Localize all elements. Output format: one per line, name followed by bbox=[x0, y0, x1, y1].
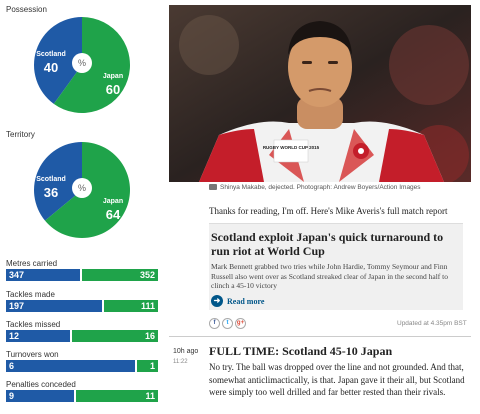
turnovers-won-japan: 1 bbox=[137, 360, 158, 372]
arrow-right-icon: ➜ bbox=[211, 295, 223, 307]
tackles-missed-bar: 12 16 bbox=[6, 330, 158, 342]
territory-japan-value: 64 bbox=[105, 207, 121, 222]
territory-japan-team: Japan bbox=[102, 198, 124, 205]
tackles-made-label: Tackles made bbox=[6, 290, 55, 299]
territory-scotland-slice bbox=[33, 142, 82, 221]
player-photo-illustration: RUGBY WORLD CUP 2015 bbox=[169, 5, 471, 182]
twitter-share-icon[interactable]: t bbox=[222, 318, 233, 329]
tackles-made-scotland: 197 bbox=[6, 300, 102, 312]
tackles-missed-scotland: 12 bbox=[6, 330, 70, 342]
penalties-conceded-japan: 11 bbox=[76, 390, 158, 402]
tackles-made-japan: 111 bbox=[104, 300, 158, 312]
google-plus-share-icon[interactable]: g+ bbox=[235, 318, 246, 329]
possession-pie: Scotland 40 Japan 60 % bbox=[32, 15, 132, 115]
entry-divider bbox=[169, 336, 471, 337]
match-report-summary: Mark Bennett grabbed two tries while Joh… bbox=[211, 262, 449, 290]
photo-caption: Shinya Makabe, dejected. Photograph: And… bbox=[209, 184, 421, 191]
share-buttons: f t g+ bbox=[209, 318, 246, 329]
read-more-link[interactable]: ➜ Read more bbox=[211, 295, 264, 307]
metres-carried-japan: 352 bbox=[82, 269, 158, 281]
territory-pie: Scotland 36 Japan 64 % bbox=[32, 140, 132, 240]
player-photo: RUGBY WORLD CUP 2015 bbox=[169, 5, 471, 182]
possession-scotland-team: Scotland bbox=[36, 51, 66, 58]
match-report-card[interactable]: Scotland exploit Japan's quick turnaroun… bbox=[209, 223, 463, 310]
metres-carried-label: Metres carried bbox=[6, 259, 58, 268]
updated-timestamp: Updated at 4.35pm BST bbox=[397, 320, 467, 327]
turnovers-won-label: Turnovers won bbox=[6, 350, 59, 359]
shirt-badge-text: RUGBY WORLD CUP 2015 bbox=[263, 145, 320, 150]
metres-carried-bar: 347 352 bbox=[6, 269, 158, 281]
tackles-missed-label: Tackles missed bbox=[6, 320, 61, 329]
penalties-conceded-scotland: 9 bbox=[6, 390, 74, 402]
penalties-conceded-bar: 9 11 bbox=[6, 390, 158, 402]
possession-pie-chart bbox=[33, 17, 130, 113]
possession-scotland-slice bbox=[33, 17, 82, 104]
photo-caption-text: Shinya Makabe, dejected. Photograph: And… bbox=[220, 184, 421, 191]
possession-japan-team: Japan bbox=[102, 73, 124, 80]
tackles-made-bar: 197 111 bbox=[6, 300, 158, 312]
territory-label: Territory bbox=[6, 130, 35, 139]
match-report-headline[interactable]: Scotland exploit Japan's quick turnaroun… bbox=[211, 230, 444, 258]
turnovers-won-bar: 6 1 bbox=[6, 360, 158, 372]
possession-japan-value: 60 bbox=[105, 82, 121, 97]
possession-scotland-value: 40 bbox=[43, 60, 59, 75]
thanks-text: Thanks for reading, I'm off. Here's Mike… bbox=[209, 206, 448, 216]
fulltime-headline: FULL TIME: Scotland 45-10 Japan bbox=[209, 344, 393, 358]
match-stats-panel: Possession Scotland 40 Japan 60 % Territ… bbox=[0, 0, 160, 414]
fulltime-body: No try. The ball was dropped over the li… bbox=[209, 362, 465, 397]
entry-time: 11:22 bbox=[173, 359, 188, 365]
facebook-share-icon[interactable]: f bbox=[209, 318, 220, 329]
territory-percent-symbol: % bbox=[72, 178, 92, 198]
tackles-missed-japan: 16 bbox=[72, 330, 158, 342]
penalties-conceded-label: Penalties conceded bbox=[6, 380, 76, 389]
entry-time-ago[interactable]: 10h ago bbox=[173, 348, 199, 355]
live-blog-column: RUGBY WORLD CUP 2015 Shinya Makabe, deje… bbox=[169, 0, 480, 414]
camera-icon bbox=[209, 184, 217, 190]
read-more-label: Read more bbox=[227, 296, 265, 306]
possession-percent-symbol: % bbox=[72, 53, 92, 73]
possession-label: Possession bbox=[6, 5, 47, 14]
metres-carried-scotland: 347 bbox=[6, 269, 80, 281]
territory-scotland-value: 36 bbox=[43, 185, 59, 200]
territory-scotland-team: Scotland bbox=[36, 176, 66, 183]
turnovers-won-scotland: 6 bbox=[6, 360, 135, 372]
possession-japan-slice bbox=[53, 17, 130, 113]
